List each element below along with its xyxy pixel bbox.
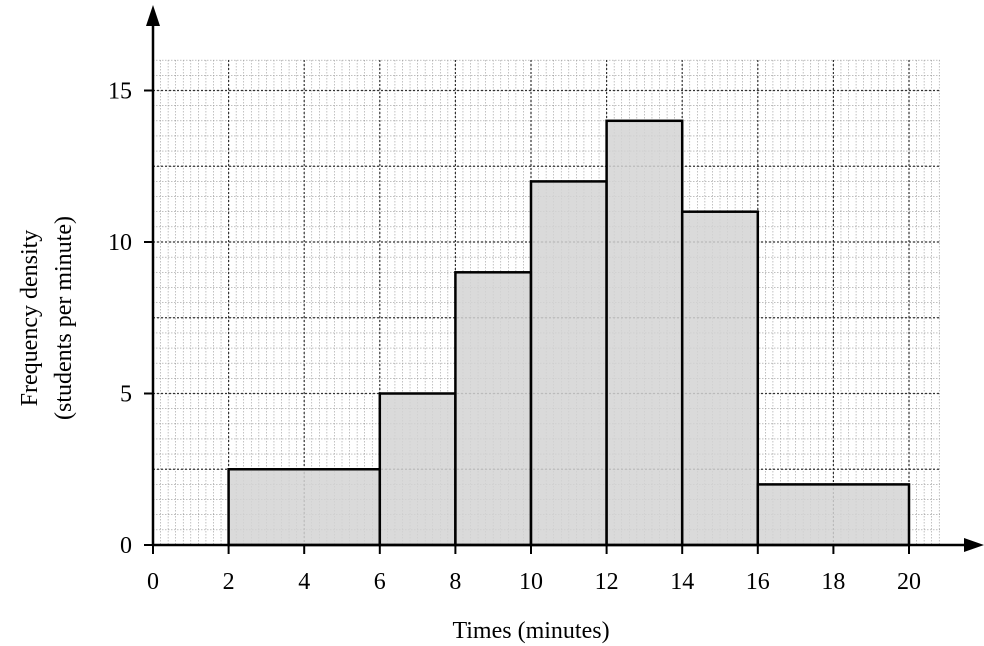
histogram-bar-2 bbox=[380, 394, 456, 546]
y-axis-arrow bbox=[146, 5, 160, 26]
histogram-bar-3 bbox=[455, 272, 531, 545]
y-axis-title-line-1: Frequency density bbox=[17, 230, 43, 407]
x-tick-label: 2 bbox=[223, 569, 235, 595]
x-tick-label: 20 bbox=[897, 569, 921, 595]
y-axis-title-line-2: (students per minute) bbox=[51, 216, 77, 420]
histogram-bar-4 bbox=[531, 181, 607, 545]
x-tick-label: 18 bbox=[821, 569, 845, 595]
x-tick-label: 0 bbox=[147, 569, 159, 595]
x-tick-label: 16 bbox=[746, 569, 770, 595]
x-axis-arrow bbox=[964, 538, 984, 552]
x-tick-label: 14 bbox=[670, 569, 694, 595]
x-tick-label: 10 bbox=[519, 569, 543, 595]
histogram-bar-6 bbox=[682, 212, 758, 545]
x-tick-label: 12 bbox=[595, 569, 619, 595]
x-tick-label: 8 bbox=[449, 569, 461, 595]
x-tick-label: 4 bbox=[298, 569, 310, 595]
histogram-bar-7 bbox=[758, 484, 909, 545]
histogram-bar-5 bbox=[607, 121, 683, 545]
y-tick-label: 10 bbox=[108, 230, 132, 256]
x-axis-title: Times (minutes) bbox=[452, 618, 609, 644]
y-tick-label: 15 bbox=[108, 79, 132, 105]
y-tick-label: 5 bbox=[120, 382, 132, 408]
y-tick-label: 0 bbox=[120, 533, 132, 559]
x-tick-label: 6 bbox=[374, 569, 386, 595]
histogram-bar-1 bbox=[229, 469, 380, 545]
